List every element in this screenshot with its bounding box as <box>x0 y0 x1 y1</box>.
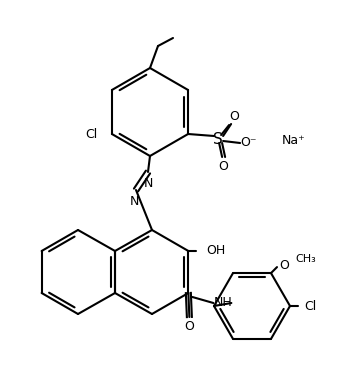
Text: S: S <box>213 132 223 147</box>
Text: CH₃: CH₃ <box>295 254 316 264</box>
Text: O: O <box>279 259 289 272</box>
Text: N: N <box>129 195 139 208</box>
Text: O: O <box>184 320 194 332</box>
Text: O: O <box>218 159 228 173</box>
Text: N: N <box>143 177 153 190</box>
Text: O⁻: O⁻ <box>240 137 256 149</box>
Text: NH: NH <box>214 296 233 310</box>
Text: Cl: Cl <box>304 300 316 313</box>
Text: O: O <box>229 110 239 124</box>
Text: Na⁺: Na⁺ <box>282 134 306 147</box>
Text: OH: OH <box>206 244 226 257</box>
Text: Cl: Cl <box>86 127 98 141</box>
